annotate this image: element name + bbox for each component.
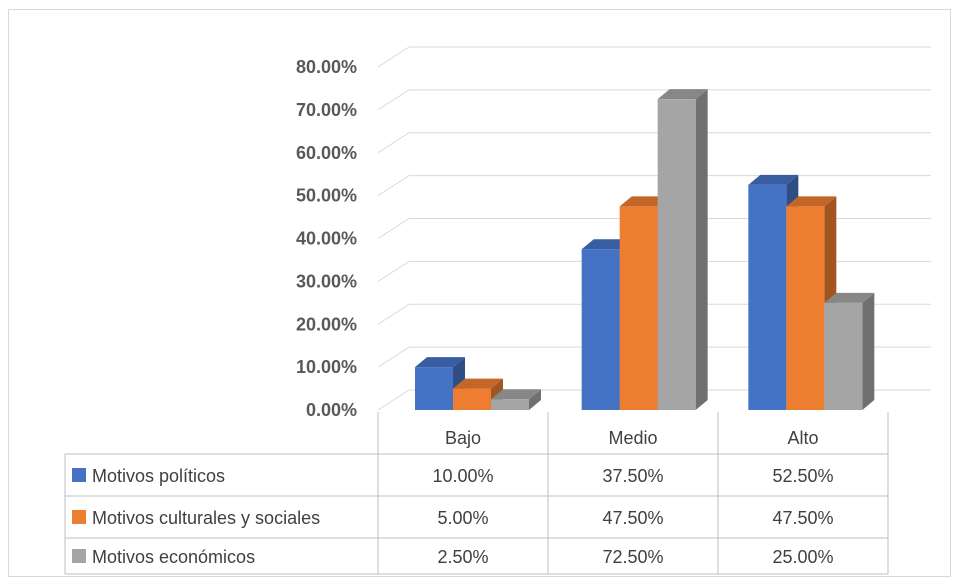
bar [453, 388, 491, 410]
data-table-cell: 47.50% [602, 508, 663, 528]
gridline-depth [377, 132, 410, 154]
bar-top [491, 389, 541, 400]
data-table-cell: 10.00% [432, 466, 493, 486]
data-table-cell: 37.50% [602, 466, 663, 486]
bar-top [415, 357, 465, 368]
bar-top [619, 196, 670, 207]
chart-frame [8, 9, 951, 577]
y-tick-label: 30.00% [296, 271, 357, 291]
bar-top [748, 174, 799, 185]
bar [657, 99, 696, 410]
y-tick-label: 50.00% [296, 186, 357, 206]
gridline-depth [377, 260, 410, 282]
y-tick-label: 40.00% [296, 229, 357, 249]
gridline-depth [377, 346, 410, 368]
y-tick-label: 80.00% [296, 57, 357, 77]
bar-side [529, 389, 541, 410]
y-tick-label: 0.00% [306, 400, 357, 420]
x-category-label: Alto [787, 428, 818, 448]
data-table-cell: 2.50% [437, 547, 488, 567]
legend-swatch [72, 549, 86, 563]
series-name: Motivos económicos [92, 547, 255, 567]
data-table-cell: 47.50% [772, 508, 833, 528]
legend-swatch [72, 510, 86, 524]
gridline-depth [377, 218, 410, 239]
bar [415, 367, 453, 410]
bar [491, 399, 529, 410]
bar [619, 206, 658, 410]
bar-side [695, 89, 708, 410]
series-name: Motivos políticos [92, 466, 225, 486]
data-table-cell: 52.50% [772, 466, 833, 486]
bar-side [862, 292, 875, 410]
y-tick-label: 10.00% [296, 357, 357, 377]
x-category-label: Medio [608, 428, 657, 448]
bar-top [824, 292, 875, 303]
gridline-depth [377, 46, 410, 68]
bar [824, 302, 863, 410]
data-table-cell: 5.00% [437, 508, 488, 528]
bar-top [581, 239, 632, 250]
bar [581, 249, 620, 410]
bar-top [453, 378, 503, 389]
bar-top [657, 89, 708, 100]
bar-top [786, 196, 837, 207]
y-tick-label: 20.00% [296, 314, 357, 334]
gridline-depth [377, 175, 410, 197]
bar [748, 184, 787, 410]
gridline-depth [377, 303, 410, 325]
y-tick-label: 70.00% [296, 100, 357, 120]
series-name: Motivos culturales y sociales [92, 508, 320, 528]
gridline-depth [377, 389, 410, 411]
data-table-cell: 72.50% [602, 547, 663, 567]
y-tick-label: 60.00% [296, 143, 357, 163]
data-table-cell: 25.00% [772, 547, 833, 567]
bar [786, 206, 825, 410]
gridline-depth [377, 89, 410, 111]
legend-swatch [72, 468, 86, 482]
x-category-label: Bajo [445, 428, 481, 448]
